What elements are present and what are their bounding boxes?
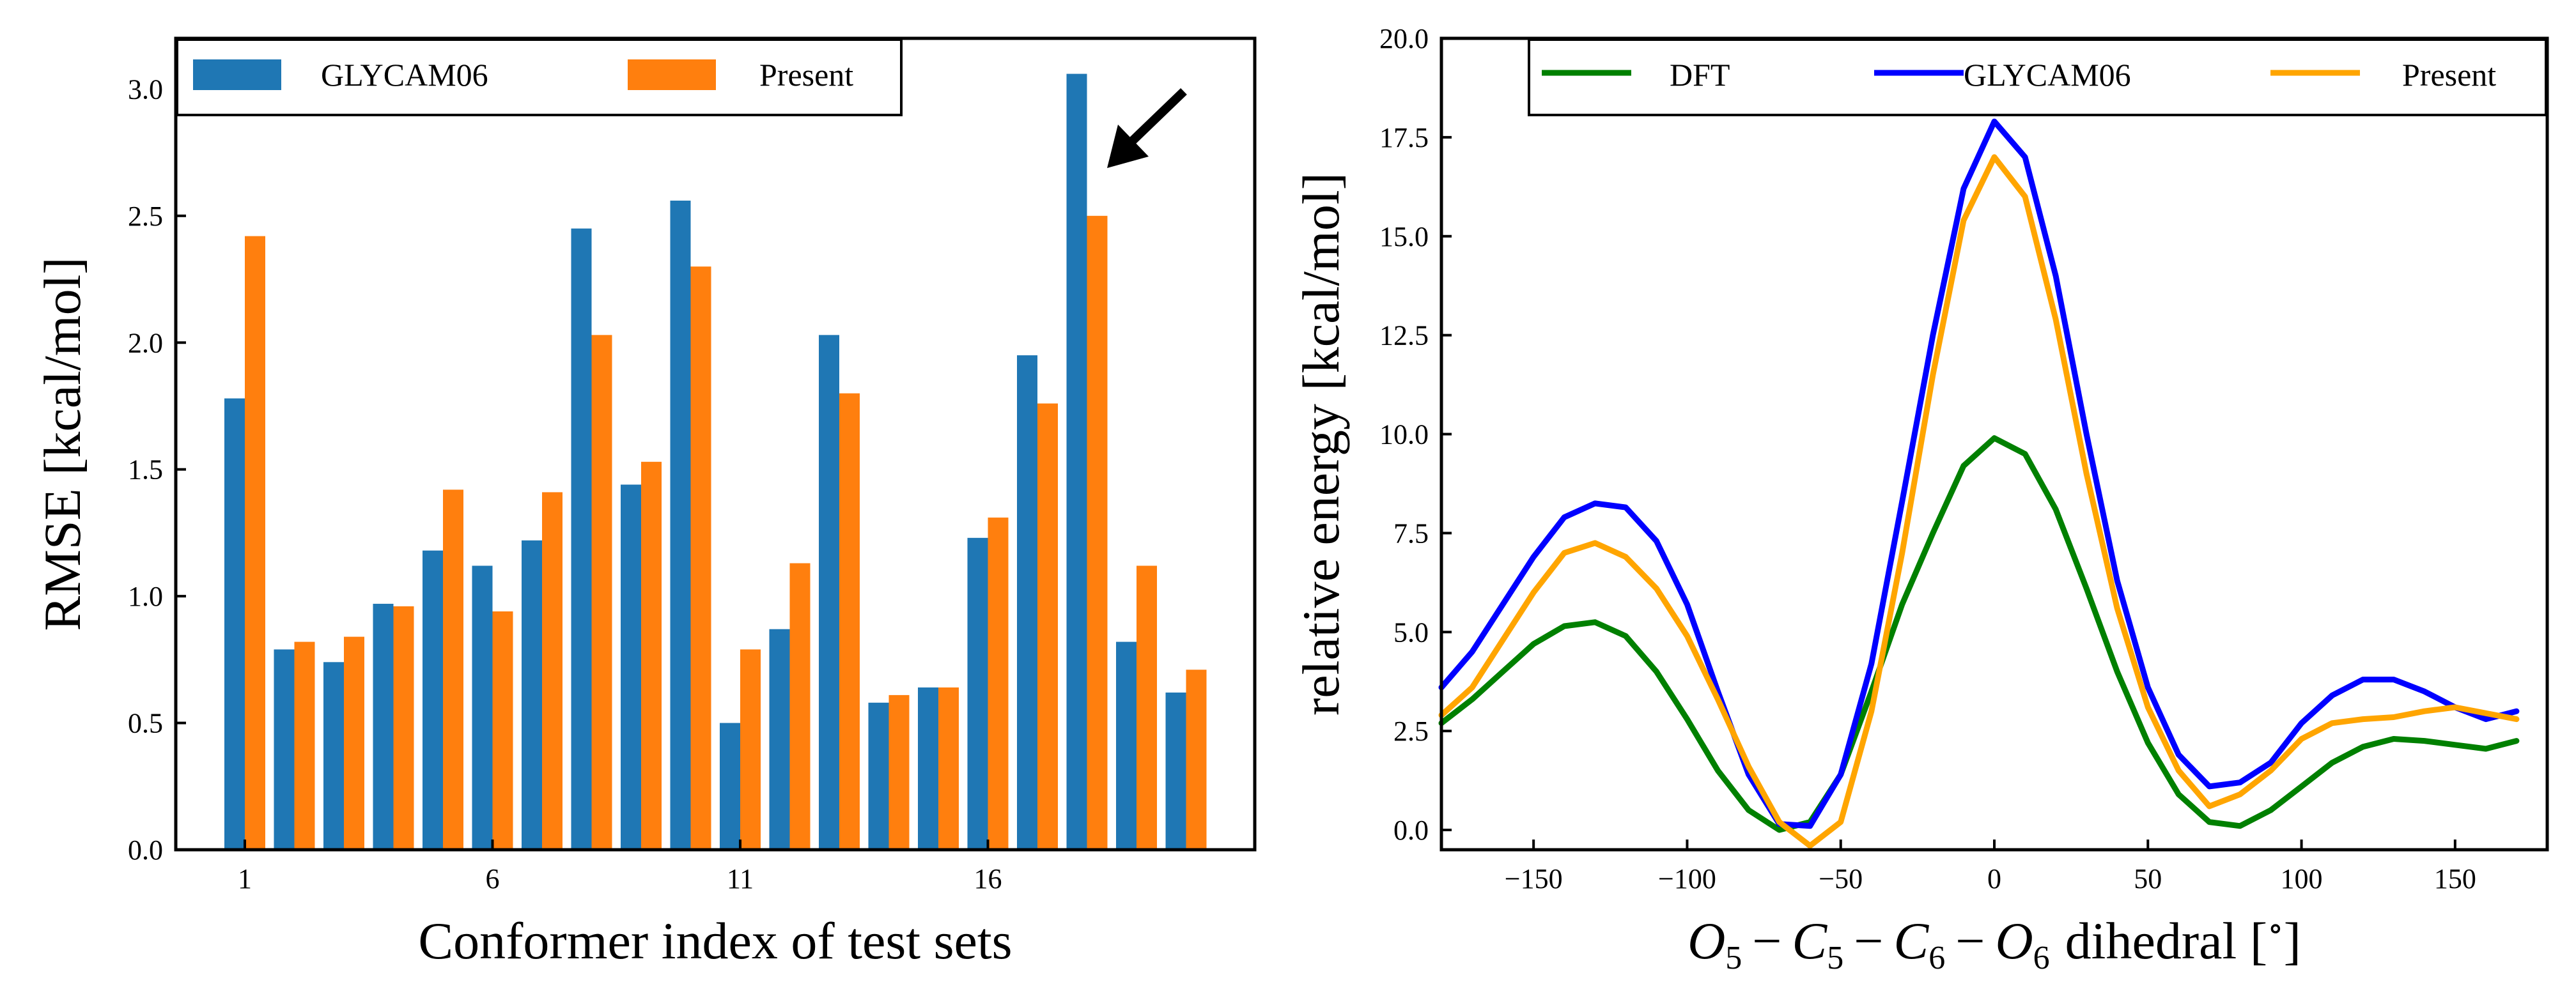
y-axis-ticks: 0.0 0.5 1.0 1.5 2.0 2.5 3.0 [128, 73, 186, 866]
bar-glycam06-11 [720, 723, 740, 850]
x-tick-label: 1 [238, 863, 252, 894]
bar-glycam06-4 [373, 604, 394, 850]
y-tick-label: 5.0 [1393, 617, 1429, 648]
legend-label-present: Present [2402, 57, 2496, 93]
y-tick-label: 1.5 [128, 454, 163, 486]
bar-present-18 [1087, 215, 1108, 850]
y-tick-label: 2.5 [1393, 716, 1429, 747]
y-tick-label: 7.5 [1393, 518, 1429, 549]
bar-glycam06-18 [1066, 73, 1087, 850]
y-tick-label: 12.5 [1379, 320, 1429, 351]
y-tick-label: 10.0 [1379, 419, 1429, 450]
x-tick-label: 50 [2134, 863, 2162, 894]
bar-present-4 [393, 606, 414, 850]
bar-glycam06-15 [918, 687, 938, 850]
x-axis-title: Conformer index of test sets [418, 912, 1012, 970]
bar-glycam06-19 [1116, 641, 1137, 850]
bar-glycam06-8 [571, 228, 592, 850]
line-present [1438, 154, 2520, 849]
bar-present-2 [294, 641, 315, 850]
legend-label-dft: DFT [1670, 57, 1730, 93]
y-axis-title: RMSE [kcal/mol] [33, 257, 91, 631]
bar-present-7 [542, 492, 563, 850]
bar-present-14 [888, 694, 910, 850]
bar-present-9 [641, 461, 662, 850]
legend: GLYCAM06 Present [176, 38, 903, 116]
y-tick-label: 17.5 [1379, 122, 1429, 153]
x-tick-label: 0 [1987, 863, 2001, 894]
x-tick-label: 11 [727, 863, 754, 894]
y-tick-label: 3.0 [128, 73, 163, 105]
bar-glycam06-5 [423, 550, 443, 850]
y-axis-ticks: 0.0 2.5 5.0 7.5 10.0 12.5 15.0 17.5 20.0 [1379, 23, 1452, 846]
bar-glycam06-1 [224, 398, 245, 850]
line-dft [1438, 435, 2520, 833]
y-tick-label: 15.0 [1379, 221, 1429, 252]
x-tick-label: 6 [486, 863, 500, 894]
legend-label-glycam06: GLYCAM06 [1964, 57, 2131, 93]
bar-present-13 [839, 393, 860, 850]
legend: DFT GLYCAM06 Present [1528, 38, 2547, 116]
rmse-bar-chart: 0.00.51.01.52.02.53.0 1 6 11 16 Conformer i… [33, 36, 1257, 970]
bar-present-8 [591, 335, 612, 850]
x-tick-label: −100 [1658, 863, 1716, 894]
line-series [1438, 118, 2520, 849]
bar-glycam06-14 [868, 702, 889, 850]
bar-present-11 [740, 649, 761, 850]
bar-present-15 [938, 687, 959, 850]
bar-glycam06-13 [819, 335, 839, 850]
y-tick-label: 2.5 [128, 201, 163, 232]
y-axis-title: relative energy [kcal/mol] [1292, 173, 1350, 716]
x-tick-label: 150 [2434, 863, 2476, 894]
legend-swatch-present [628, 59, 716, 90]
bar-present-17 [1037, 403, 1058, 850]
x-axis-ticks: 1 6 11 16 [238, 840, 1002, 894]
legend-swatch-glycam06 [193, 59, 281, 90]
bar-series [224, 73, 1207, 850]
bar-glycam06-9 [621, 484, 641, 850]
line-glycam06 [1438, 118, 2520, 829]
x-tick-label: −150 [1505, 863, 1563, 894]
y-tick-label: 1.0 [128, 581, 163, 612]
bar-present-10 [690, 266, 711, 850]
x-tick-label: 16 [974, 863, 1002, 894]
legend-frame [1528, 38, 2547, 116]
x-axis-ticks: −150 −100 −50 0 50 100 150 [1505, 840, 2476, 894]
y-tick-label: 0.0 [1393, 815, 1429, 846]
bar-present-20 [1186, 670, 1207, 850]
bar-present-1 [245, 236, 265, 850]
x-tick-label: 100 [2281, 863, 2323, 894]
bar-present-6 [492, 611, 513, 850]
bar-present-3 [344, 636, 364, 850]
bar-glycam06-16 [967, 537, 988, 850]
bar-glycam06-12 [769, 629, 790, 850]
legend-label-glycam06: GLYCAM06 [321, 57, 488, 93]
bar-present-12 [789, 563, 811, 850]
bar-glycam06-20 [1165, 692, 1186, 850]
bar-glycam06-17 [1017, 355, 1037, 850]
legend-frame [176, 38, 903, 116]
y-tick-label: 2.0 [128, 327, 163, 358]
bar-glycam06-2 [274, 649, 295, 850]
y-tick-label: 0.0 [128, 834, 163, 866]
energy-line-chart: 0.0 2.5 5.0 7.5 10.0 12.5 15.0 17.5 20.0 −150 −10… [1292, 23, 2549, 976]
y-tick-label: 20.0 [1379, 23, 1429, 54]
bar-present-5 [443, 489, 463, 850]
bar-present-16 [988, 518, 1009, 850]
bar-present-19 [1137, 565, 1157, 850]
bar-glycam06-6 [472, 565, 493, 850]
x-tick-label: −50 [1819, 863, 1863, 894]
y-tick-label: 0.5 [128, 708, 163, 739]
bar-glycam06-10 [670, 201, 691, 850]
bar-glycam06-7 [522, 540, 542, 850]
bar-glycam06-3 [323, 662, 344, 850]
x-axis-title: O5− C5− C6− O6 dihedral [∘] [1688, 910, 2301, 976]
legend-label-present: Present [759, 57, 853, 93]
annotation-arrow [1107, 88, 1187, 168]
